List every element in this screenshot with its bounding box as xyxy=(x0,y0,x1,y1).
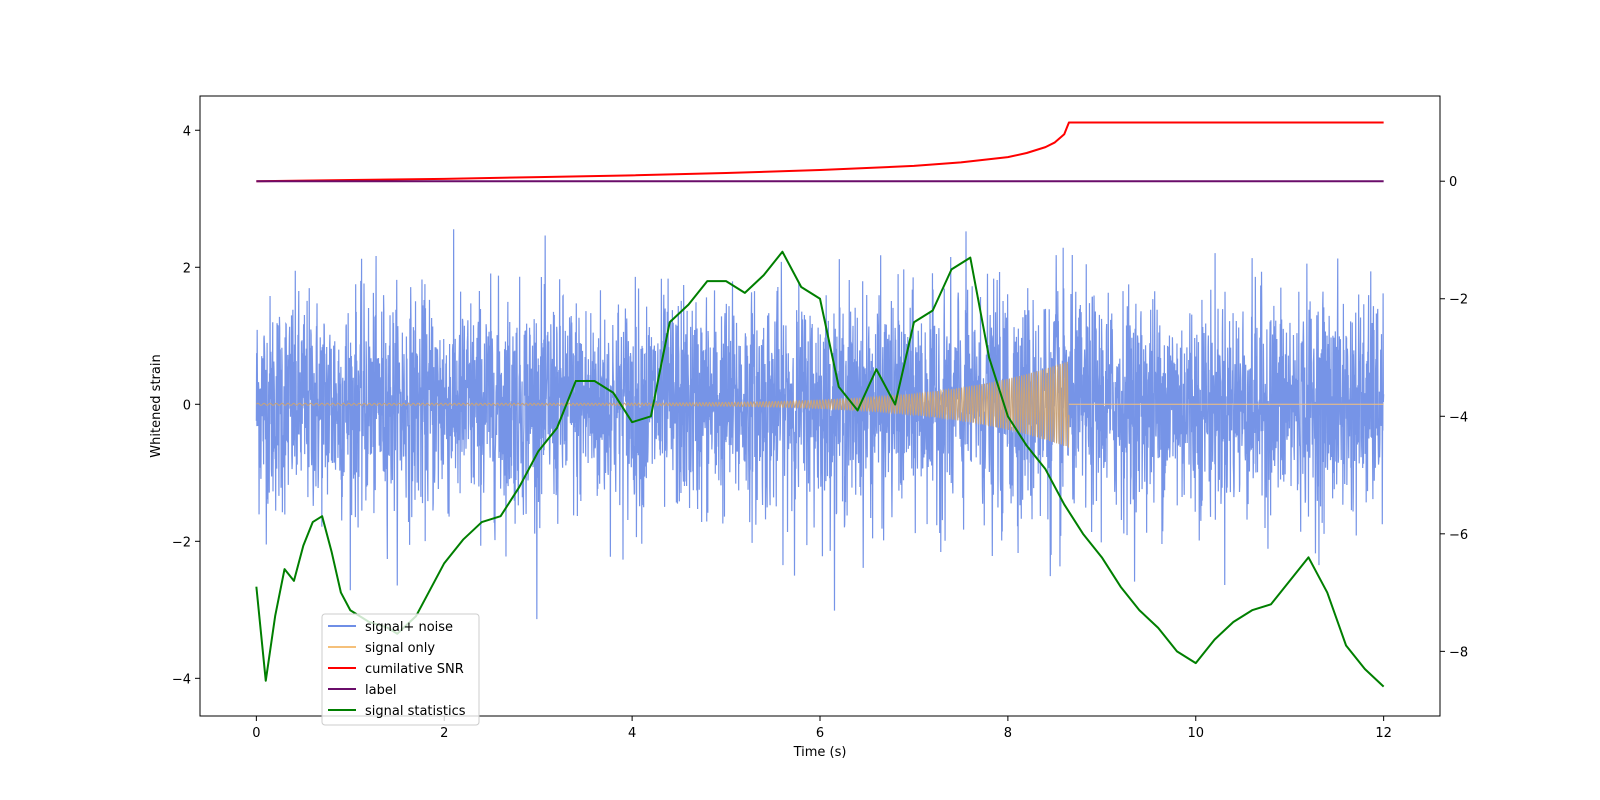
legend-label: signal statistics xyxy=(365,704,466,719)
x-tick-label: 8 xyxy=(1004,726,1012,741)
y-axis-label: Whitened strain xyxy=(149,354,164,457)
y2-tick-label: −2 xyxy=(1449,293,1468,308)
y-tick-label: 4 xyxy=(183,124,191,139)
y-tick-label: 2 xyxy=(183,261,191,276)
y-axis-right: −8 −6 −4 −2 0 xyxy=(1440,175,1468,660)
y2-tick-label: −8 xyxy=(1449,645,1468,660)
series-line-signal-noise xyxy=(255,229,1385,620)
series-line-cumulative-snr xyxy=(256,121,1384,183)
x-tick-label: 4 xyxy=(628,726,636,741)
series-line-signal-only xyxy=(256,361,1070,448)
legend-label: signal+ noise xyxy=(365,620,453,635)
x-tick-label: 6 xyxy=(816,726,824,741)
plot-area xyxy=(255,121,1385,688)
x-tick-label: 2 xyxy=(440,726,448,741)
y-tick-label: −2 xyxy=(172,535,191,550)
x-tick-label: 0 xyxy=(252,726,260,741)
y2-tick-label: 0 xyxy=(1449,175,1457,190)
y-tick-label: −4 xyxy=(172,672,191,687)
legend: signal+ noise signal only cumilative SNR la… xyxy=(321,613,480,726)
y-axis-left: −4 −2 0 2 4 xyxy=(172,124,200,687)
x-axis-label: Time (s) xyxy=(793,745,847,760)
legend-label: cumilative SNR xyxy=(365,662,464,677)
y2-tick-label: −6 xyxy=(1449,528,1468,543)
legend-label: label xyxy=(365,683,396,698)
x-tick-label: 12 xyxy=(1375,726,1392,741)
y2-tick-label: −4 xyxy=(1449,410,1468,425)
x-tick-label: 10 xyxy=(1187,726,1204,741)
y-tick-label: 0 xyxy=(183,398,191,413)
legend-box xyxy=(321,613,480,726)
legend-label: signal only xyxy=(365,641,435,656)
